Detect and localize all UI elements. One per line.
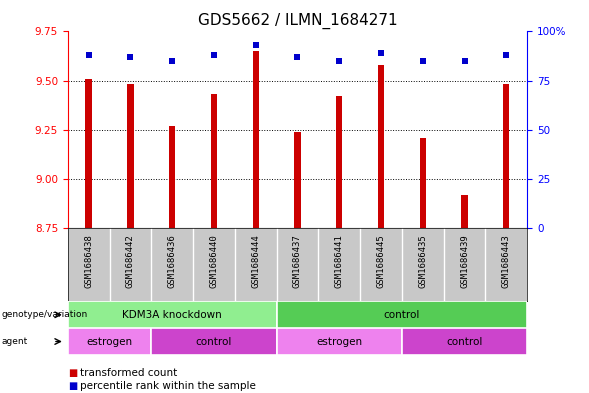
Text: ■: ■ <box>68 381 77 391</box>
Point <box>293 54 302 60</box>
Text: GSM1686442: GSM1686442 <box>126 234 135 288</box>
Bar <box>277 301 527 328</box>
Text: control: control <box>383 310 420 320</box>
Point <box>502 52 511 58</box>
Text: percentile rank within the sample: percentile rank within the sample <box>80 381 256 391</box>
Bar <box>277 328 402 355</box>
Bar <box>127 84 134 228</box>
Bar <box>294 132 300 228</box>
Point <box>84 52 93 58</box>
Bar <box>336 96 342 228</box>
Text: GSM1686439: GSM1686439 <box>460 234 469 288</box>
Bar <box>419 138 426 228</box>
Text: GSM1686438: GSM1686438 <box>84 234 93 288</box>
Text: control: control <box>196 336 232 347</box>
Text: GSM1686440: GSM1686440 <box>210 234 219 288</box>
Title: GDS5662 / ILMN_1684271: GDS5662 / ILMN_1684271 <box>198 13 397 29</box>
Bar <box>68 301 277 328</box>
Bar <box>461 195 468 228</box>
Bar <box>68 328 151 355</box>
Text: GSM1686435: GSM1686435 <box>418 234 427 288</box>
Bar <box>503 84 509 228</box>
Bar <box>402 328 527 355</box>
Text: KDM3A knockdown: KDM3A knockdown <box>123 310 222 320</box>
Text: estrogen: estrogen <box>87 336 133 347</box>
Text: GSM1686441: GSM1686441 <box>335 234 344 288</box>
Text: GSM1686443: GSM1686443 <box>502 234 511 288</box>
Bar <box>211 94 217 228</box>
Text: GSM1686444: GSM1686444 <box>251 234 260 288</box>
Text: control: control <box>446 336 483 347</box>
Point <box>209 52 219 58</box>
Text: transformed count: transformed count <box>80 367 177 378</box>
Bar <box>169 126 176 228</box>
Text: GSM1686437: GSM1686437 <box>293 234 302 288</box>
Text: ■: ■ <box>68 367 77 378</box>
Bar <box>85 79 92 228</box>
Point <box>418 58 428 64</box>
Text: GSM1686445: GSM1686445 <box>376 234 385 288</box>
Text: genotype/variation: genotype/variation <box>1 310 87 319</box>
Text: estrogen: estrogen <box>316 336 362 347</box>
Point <box>460 58 469 64</box>
Point <box>251 42 260 48</box>
Text: agent: agent <box>1 337 28 346</box>
Bar <box>253 51 259 228</box>
Bar <box>378 65 384 228</box>
Text: GSM1686436: GSM1686436 <box>168 234 177 288</box>
Point <box>125 54 135 60</box>
Point <box>376 50 386 56</box>
Point <box>335 58 344 64</box>
Bar <box>151 328 277 355</box>
Point <box>167 58 177 64</box>
